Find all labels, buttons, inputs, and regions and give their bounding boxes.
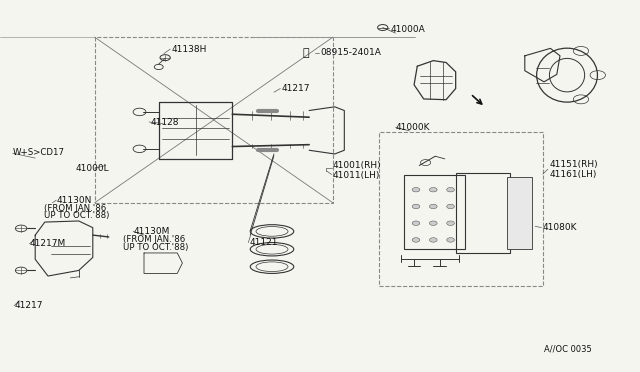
Text: 41217: 41217	[282, 84, 310, 93]
Text: 41000L: 41000L	[76, 164, 109, 173]
Text: A//OC 0035: A//OC 0035	[544, 344, 592, 353]
Text: 41000A: 41000A	[390, 25, 425, 34]
Text: 41130M: 41130M	[133, 227, 170, 236]
Circle shape	[429, 187, 437, 192]
Text: 41000K: 41000K	[396, 123, 430, 132]
Text: 41217M: 41217M	[29, 239, 66, 248]
Bar	[456, 173, 510, 253]
Text: UP TO OCT.'88): UP TO OCT.'88)	[44, 211, 109, 220]
Bar	[95, 37, 333, 203]
Text: Ⓥ: Ⓥ	[303, 48, 309, 58]
Circle shape	[429, 221, 437, 225]
Text: 41011(LH): 41011(LH)	[333, 171, 380, 180]
Text: UP TO OCT.'88): UP TO OCT.'88)	[123, 243, 188, 251]
Text: 41161(LH): 41161(LH)	[549, 170, 596, 179]
Text: 41121: 41121	[250, 238, 278, 247]
Text: 41001(RH): 41001(RH)	[333, 161, 381, 170]
Circle shape	[412, 221, 420, 225]
Circle shape	[412, 187, 420, 192]
Text: (FROM JAN.'86: (FROM JAN.'86	[44, 204, 106, 213]
Circle shape	[429, 204, 437, 209]
Bar	[404, 175, 465, 249]
Text: 41128: 41128	[150, 118, 179, 126]
Text: 41151(RH): 41151(RH)	[549, 160, 598, 169]
Text: 41130N: 41130N	[56, 196, 92, 205]
Text: 41217: 41217	[14, 301, 43, 310]
Circle shape	[447, 187, 454, 192]
Circle shape	[447, 204, 454, 209]
Circle shape	[447, 221, 454, 225]
Circle shape	[447, 238, 454, 242]
Circle shape	[429, 238, 437, 242]
Text: W+S>CD17: W+S>CD17	[13, 148, 65, 157]
Bar	[507, 177, 532, 249]
Circle shape	[412, 204, 420, 209]
Text: 08915-2401A: 08915-2401A	[320, 48, 381, 57]
Text: 41138H: 41138H	[172, 45, 207, 54]
Circle shape	[412, 238, 420, 242]
Bar	[379, 132, 543, 286]
Text: 41080K: 41080K	[543, 223, 577, 232]
Text: (FROM JAN.'86: (FROM JAN.'86	[123, 235, 185, 244]
